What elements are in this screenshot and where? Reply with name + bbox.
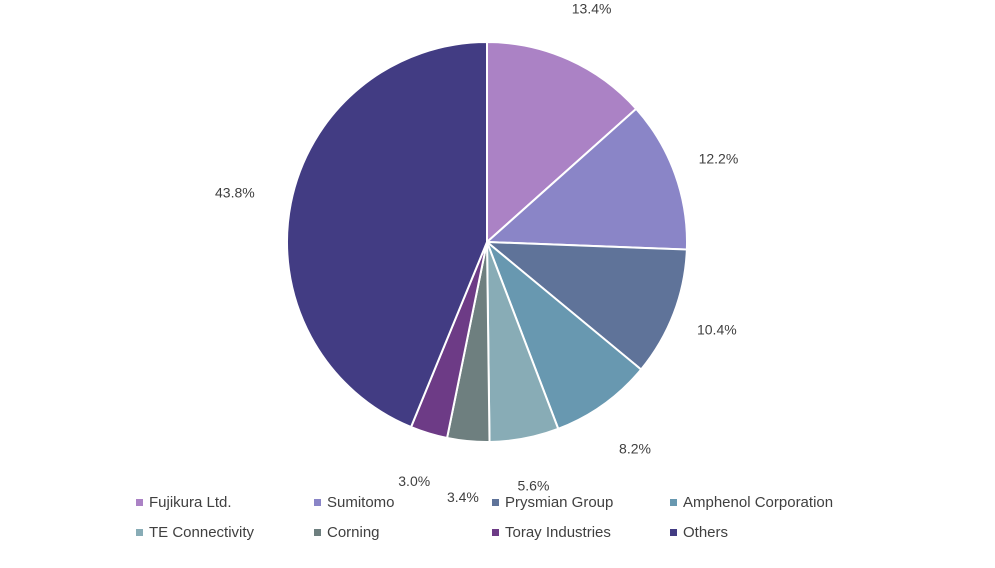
legend-item-prysmian-group: Prysmian Group bbox=[492, 494, 613, 511]
pie-slice-fujikura-ltd bbox=[486, 40, 638, 245]
data-label-corning: 3.4% bbox=[447, 489, 479, 505]
legend-label: Others bbox=[683, 524, 729, 541]
pie-slice-sumitomo bbox=[484, 107, 688, 251]
legend-label: Amphenol Corporation bbox=[683, 494, 834, 511]
legend-label: Corning bbox=[327, 524, 380, 541]
legend-label: Fujikura Ltd. bbox=[149, 494, 232, 511]
legend-label: Sumitomo bbox=[327, 494, 395, 511]
legend-item-fujikura-ltd: Fujikura Ltd. bbox=[136, 494, 232, 511]
legend-swatch bbox=[670, 499, 677, 506]
pie-slice-prysmian-group bbox=[484, 240, 688, 371]
legend-item-sumitomo: Sumitomo bbox=[314, 494, 395, 511]
legend-swatch bbox=[492, 529, 499, 536]
data-label-fujikura-ltd: 13.4% bbox=[572, 0, 612, 16]
data-label-prysmian-group: 10.4% bbox=[697, 322, 737, 338]
legend-item-corning: Corning bbox=[314, 524, 380, 541]
legend-label: Prysmian Group bbox=[505, 494, 614, 511]
pie-slice-others bbox=[286, 40, 488, 429]
legend-swatch bbox=[136, 529, 143, 536]
legend-swatch bbox=[136, 499, 143, 506]
legend-swatch bbox=[314, 499, 321, 506]
data-label-amphenol-corporation: 8.2% bbox=[619, 440, 651, 456]
legend-swatch bbox=[492, 499, 499, 506]
pie-slice-amphenol-corporation bbox=[484, 238, 643, 431]
legend-label: TE Connectivity bbox=[149, 524, 255, 541]
data-label-te-connectivity: 5.6% bbox=[518, 478, 550, 494]
data-label-others: 43.8% bbox=[215, 184, 255, 200]
legend-item-others: Others bbox=[670, 524, 728, 541]
legend-item-te-connectivity: TE Connectivity bbox=[136, 524, 254, 541]
legend-item-toray-industries: Toray Industries bbox=[492, 524, 611, 541]
legend-item-amphenol-corporation: Amphenol Corporation bbox=[670, 494, 833, 511]
legend-swatch bbox=[314, 529, 321, 536]
data-label-sumitomo: 12.2% bbox=[699, 151, 739, 167]
data-label-toray-industries: 3.0% bbox=[398, 473, 430, 489]
legend-swatch bbox=[670, 529, 677, 536]
legend-label: Toray Industries bbox=[505, 524, 611, 541]
